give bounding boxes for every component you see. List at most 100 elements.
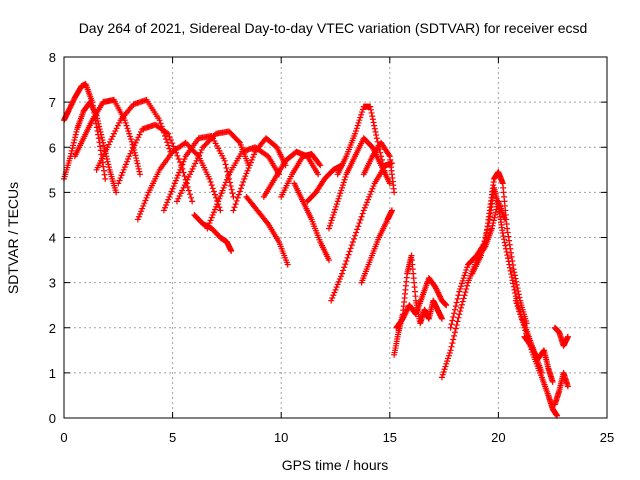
data-point (244, 167, 251, 174)
data-point (118, 172, 125, 179)
data-point (127, 150, 134, 157)
data-point (508, 274, 515, 281)
data-point (165, 130, 172, 137)
data-point (506, 264, 513, 271)
data-point (511, 272, 518, 279)
data-point (506, 241, 513, 248)
data-point (438, 315, 445, 322)
data-point (331, 209, 338, 216)
data-point (110, 130, 117, 137)
data-point (122, 161, 129, 168)
data-point (136, 131, 143, 138)
data-point (165, 196, 172, 203)
data-point (520, 322, 527, 329)
data-point (517, 311, 524, 318)
data-point (504, 252, 511, 259)
data-point (104, 158, 111, 165)
data-point (482, 234, 489, 241)
data-point (163, 129, 170, 136)
data-point (284, 261, 291, 268)
y-tick-label: 0 (49, 411, 56, 426)
data-point (522, 327, 529, 334)
data-point (401, 311, 408, 318)
data-point (124, 125, 131, 132)
data-point (181, 182, 188, 189)
data-point (315, 171, 322, 178)
data-point (207, 217, 214, 224)
data-point (337, 190, 344, 197)
data-point (434, 288, 441, 295)
data-point (358, 213, 365, 220)
data-point (330, 292, 337, 299)
data-point (356, 117, 363, 124)
data-point (206, 137, 213, 144)
data-point (239, 182, 246, 189)
data-point (460, 295, 467, 302)
data-point (207, 136, 214, 143)
data-point (175, 195, 182, 202)
data-point (365, 196, 372, 203)
data-point (340, 179, 347, 186)
data-point (514, 303, 521, 310)
data-point (509, 277, 516, 284)
data-point (90, 107, 97, 114)
data-point (433, 286, 440, 293)
data-point (188, 194, 195, 201)
data-point (352, 130, 359, 137)
data-point (492, 211, 499, 218)
data-point (193, 150, 200, 157)
data-point (248, 156, 255, 163)
data-point (133, 157, 140, 164)
x-tick-label: 10 (274, 430, 288, 445)
data-point (179, 187, 186, 194)
data-point (451, 329, 458, 336)
series-arc-28 (521, 333, 556, 385)
data-point (531, 349, 538, 356)
y-axis-label: SDTVAR / TECUs (5, 182, 21, 294)
data-point (447, 347, 454, 354)
data-point (127, 133, 134, 140)
data-point (89, 104, 96, 111)
data-point (484, 227, 491, 234)
data-point (528, 344, 535, 351)
data-point (156, 117, 163, 124)
data-point (488, 225, 495, 232)
data-point (167, 191, 174, 198)
data-point (457, 285, 464, 292)
data-point (240, 178, 247, 185)
data-point (461, 272, 468, 279)
data-point (335, 195, 342, 202)
data-point (213, 203, 220, 210)
data-point (90, 105, 97, 112)
data-point (433, 285, 440, 292)
data-point (507, 249, 514, 256)
y-tick-label: 3 (49, 276, 56, 291)
data-point (181, 173, 188, 180)
data-point (70, 142, 77, 149)
data-point (203, 140, 210, 147)
data-point (355, 119, 362, 126)
data-point (208, 182, 215, 189)
data-point (113, 189, 120, 196)
data-point (186, 171, 193, 178)
data-point (448, 343, 455, 350)
data-point (352, 128, 359, 135)
data-point (518, 316, 525, 323)
data-point (350, 235, 357, 242)
data-point (457, 308, 464, 315)
data-point (505, 258, 512, 265)
data-point (128, 147, 135, 154)
data-point (176, 192, 183, 199)
data-point (513, 278, 520, 285)
data-point (130, 145, 137, 152)
data-point (512, 297, 519, 304)
data-point (166, 145, 173, 152)
data-point (564, 333, 571, 340)
series-arc-30 (551, 369, 571, 408)
data-point (334, 198, 341, 205)
data-point (137, 211, 144, 218)
data-point (230, 207, 237, 214)
series-arc-23 (393, 275, 450, 331)
data-point (445, 355, 452, 362)
data-point (334, 281, 341, 288)
